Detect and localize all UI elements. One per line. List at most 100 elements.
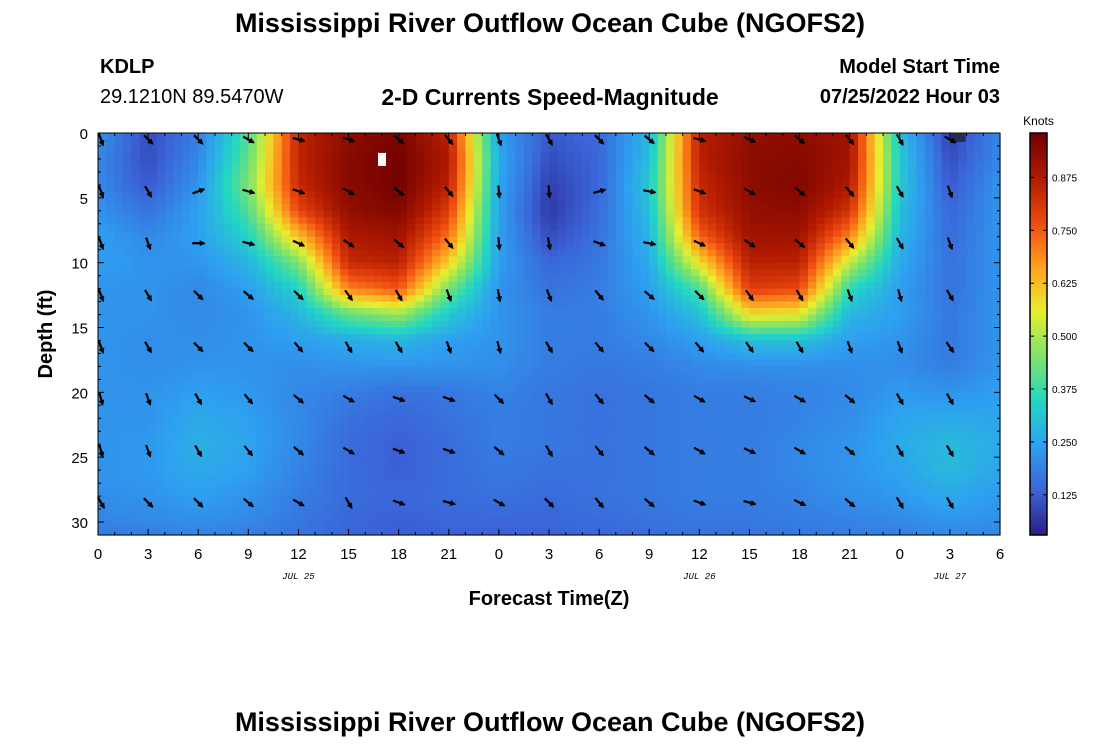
heatmap-cell (565, 269, 575, 277)
heatmap-cell (908, 321, 918, 329)
heatmap-cell (373, 353, 383, 361)
heatmap-cell (398, 385, 408, 393)
heatmap-cell (256, 133, 266, 141)
heatmap-cell (766, 133, 776, 141)
heatmap-cell (214, 366, 224, 374)
heatmap-cell (256, 314, 266, 322)
heatmap-cell (991, 282, 1001, 290)
heatmap-cell (331, 359, 341, 368)
heatmap-cell (690, 139, 700, 147)
heatmap-cell (891, 282, 901, 290)
heatmap-cell (924, 152, 934, 160)
heatmap-cell (590, 262, 600, 270)
heatmap-cell (306, 256, 316, 264)
heatmap-cell (866, 178, 876, 186)
heatmap-cell (98, 392, 107, 400)
heatmap-cell (457, 236, 467, 244)
heatmap-cell (565, 295, 575, 303)
heatmap-cell (214, 217, 224, 225)
heatmap-cell (515, 178, 525, 186)
heatmap-cell (448, 411, 458, 419)
heatmap-cell (532, 366, 542, 374)
heatmap-cell (899, 334, 909, 342)
heatmap-cell (490, 243, 500, 251)
heatmap-cell (265, 171, 274, 179)
heatmap-cell (824, 321, 834, 329)
heatmap-cell (106, 197, 116, 205)
heatmap-cell (381, 308, 391, 316)
heatmap-cell (390, 178, 400, 186)
heatmap-cell (173, 139, 183, 147)
heatmap-cell (607, 210, 617, 218)
heatmap-cell (549, 249, 558, 257)
heatmap-cell (741, 314, 751, 322)
heatmap-cell (415, 204, 425, 212)
heatmap-cell (465, 236, 475, 244)
heatmap-cell (665, 269, 675, 277)
heatmap-cell (523, 418, 533, 426)
heatmap-cell (557, 392, 567, 400)
heatmap-cell (432, 230, 442, 238)
heatmap-cell (189, 314, 199, 322)
heatmap-cell (582, 424, 592, 432)
heatmap-cell (315, 405, 325, 413)
heatmap-cell (156, 145, 166, 154)
heatmap-cell (690, 133, 700, 141)
heatmap-cell (749, 275, 759, 283)
heatmap-cell (356, 372, 366, 380)
heatmap-cell (323, 171, 333, 179)
heatmap-cell (966, 210, 976, 218)
heatmap-cell (273, 184, 283, 192)
heatmap-cell (816, 301, 826, 309)
heatmap-cell (682, 359, 692, 368)
heatmap-cell (832, 133, 842, 141)
heatmap-cell (465, 385, 475, 393)
heatmap-cell (164, 171, 174, 179)
heatmap-cell (565, 385, 575, 393)
heatmap-cell (966, 282, 976, 290)
heatmap-cell (966, 243, 976, 251)
heatmap-cell (649, 171, 659, 179)
heatmap-cell (766, 398, 776, 406)
heatmap-cell (131, 171, 141, 179)
heatmap-cell (507, 204, 517, 212)
heatmap-cell (273, 165, 283, 173)
heatmap-cell (916, 346, 926, 355)
heatmap-cell (223, 165, 233, 173)
heatmap-cell (473, 178, 483, 186)
heatmap-cell (674, 385, 684, 393)
heatmap-cell (749, 158, 759, 167)
heatmap-cell (189, 308, 199, 316)
heatmap-cell (549, 152, 558, 160)
heatmap-cell (465, 411, 475, 419)
heatmap-cell (933, 171, 943, 179)
heatmap-cell (582, 145, 592, 154)
heatmap-cell (265, 340, 274, 348)
heatmap-cell (423, 197, 433, 205)
heatmap-cell (599, 334, 609, 342)
heatmap-cell (732, 145, 742, 154)
heatmap-cell (432, 295, 442, 303)
heatmap-cell (156, 334, 166, 342)
heatmap-cell (248, 269, 258, 277)
heatmap-cell (908, 223, 918, 231)
heatmap-cell (198, 152, 208, 160)
heatmap-cell (173, 359, 183, 368)
heatmap-cell (908, 353, 918, 361)
heatmap-cell (807, 327, 817, 335)
heatmap-cell (198, 321, 208, 329)
heatmap-cell (674, 217, 684, 225)
heatmap-cell (164, 249, 174, 257)
heatmap-cell (732, 359, 742, 368)
heatmap-cell (198, 171, 208, 179)
heatmap-cell (690, 359, 700, 368)
heatmap-cell (565, 424, 575, 432)
heatmap-cell (949, 314, 959, 322)
heatmap-cell (148, 184, 158, 192)
heatmap-cell (582, 359, 592, 368)
heatmap-cell (507, 152, 517, 160)
heatmap-cell (891, 165, 901, 173)
heatmap-cell (114, 217, 124, 225)
heatmap-cell (941, 398, 951, 406)
